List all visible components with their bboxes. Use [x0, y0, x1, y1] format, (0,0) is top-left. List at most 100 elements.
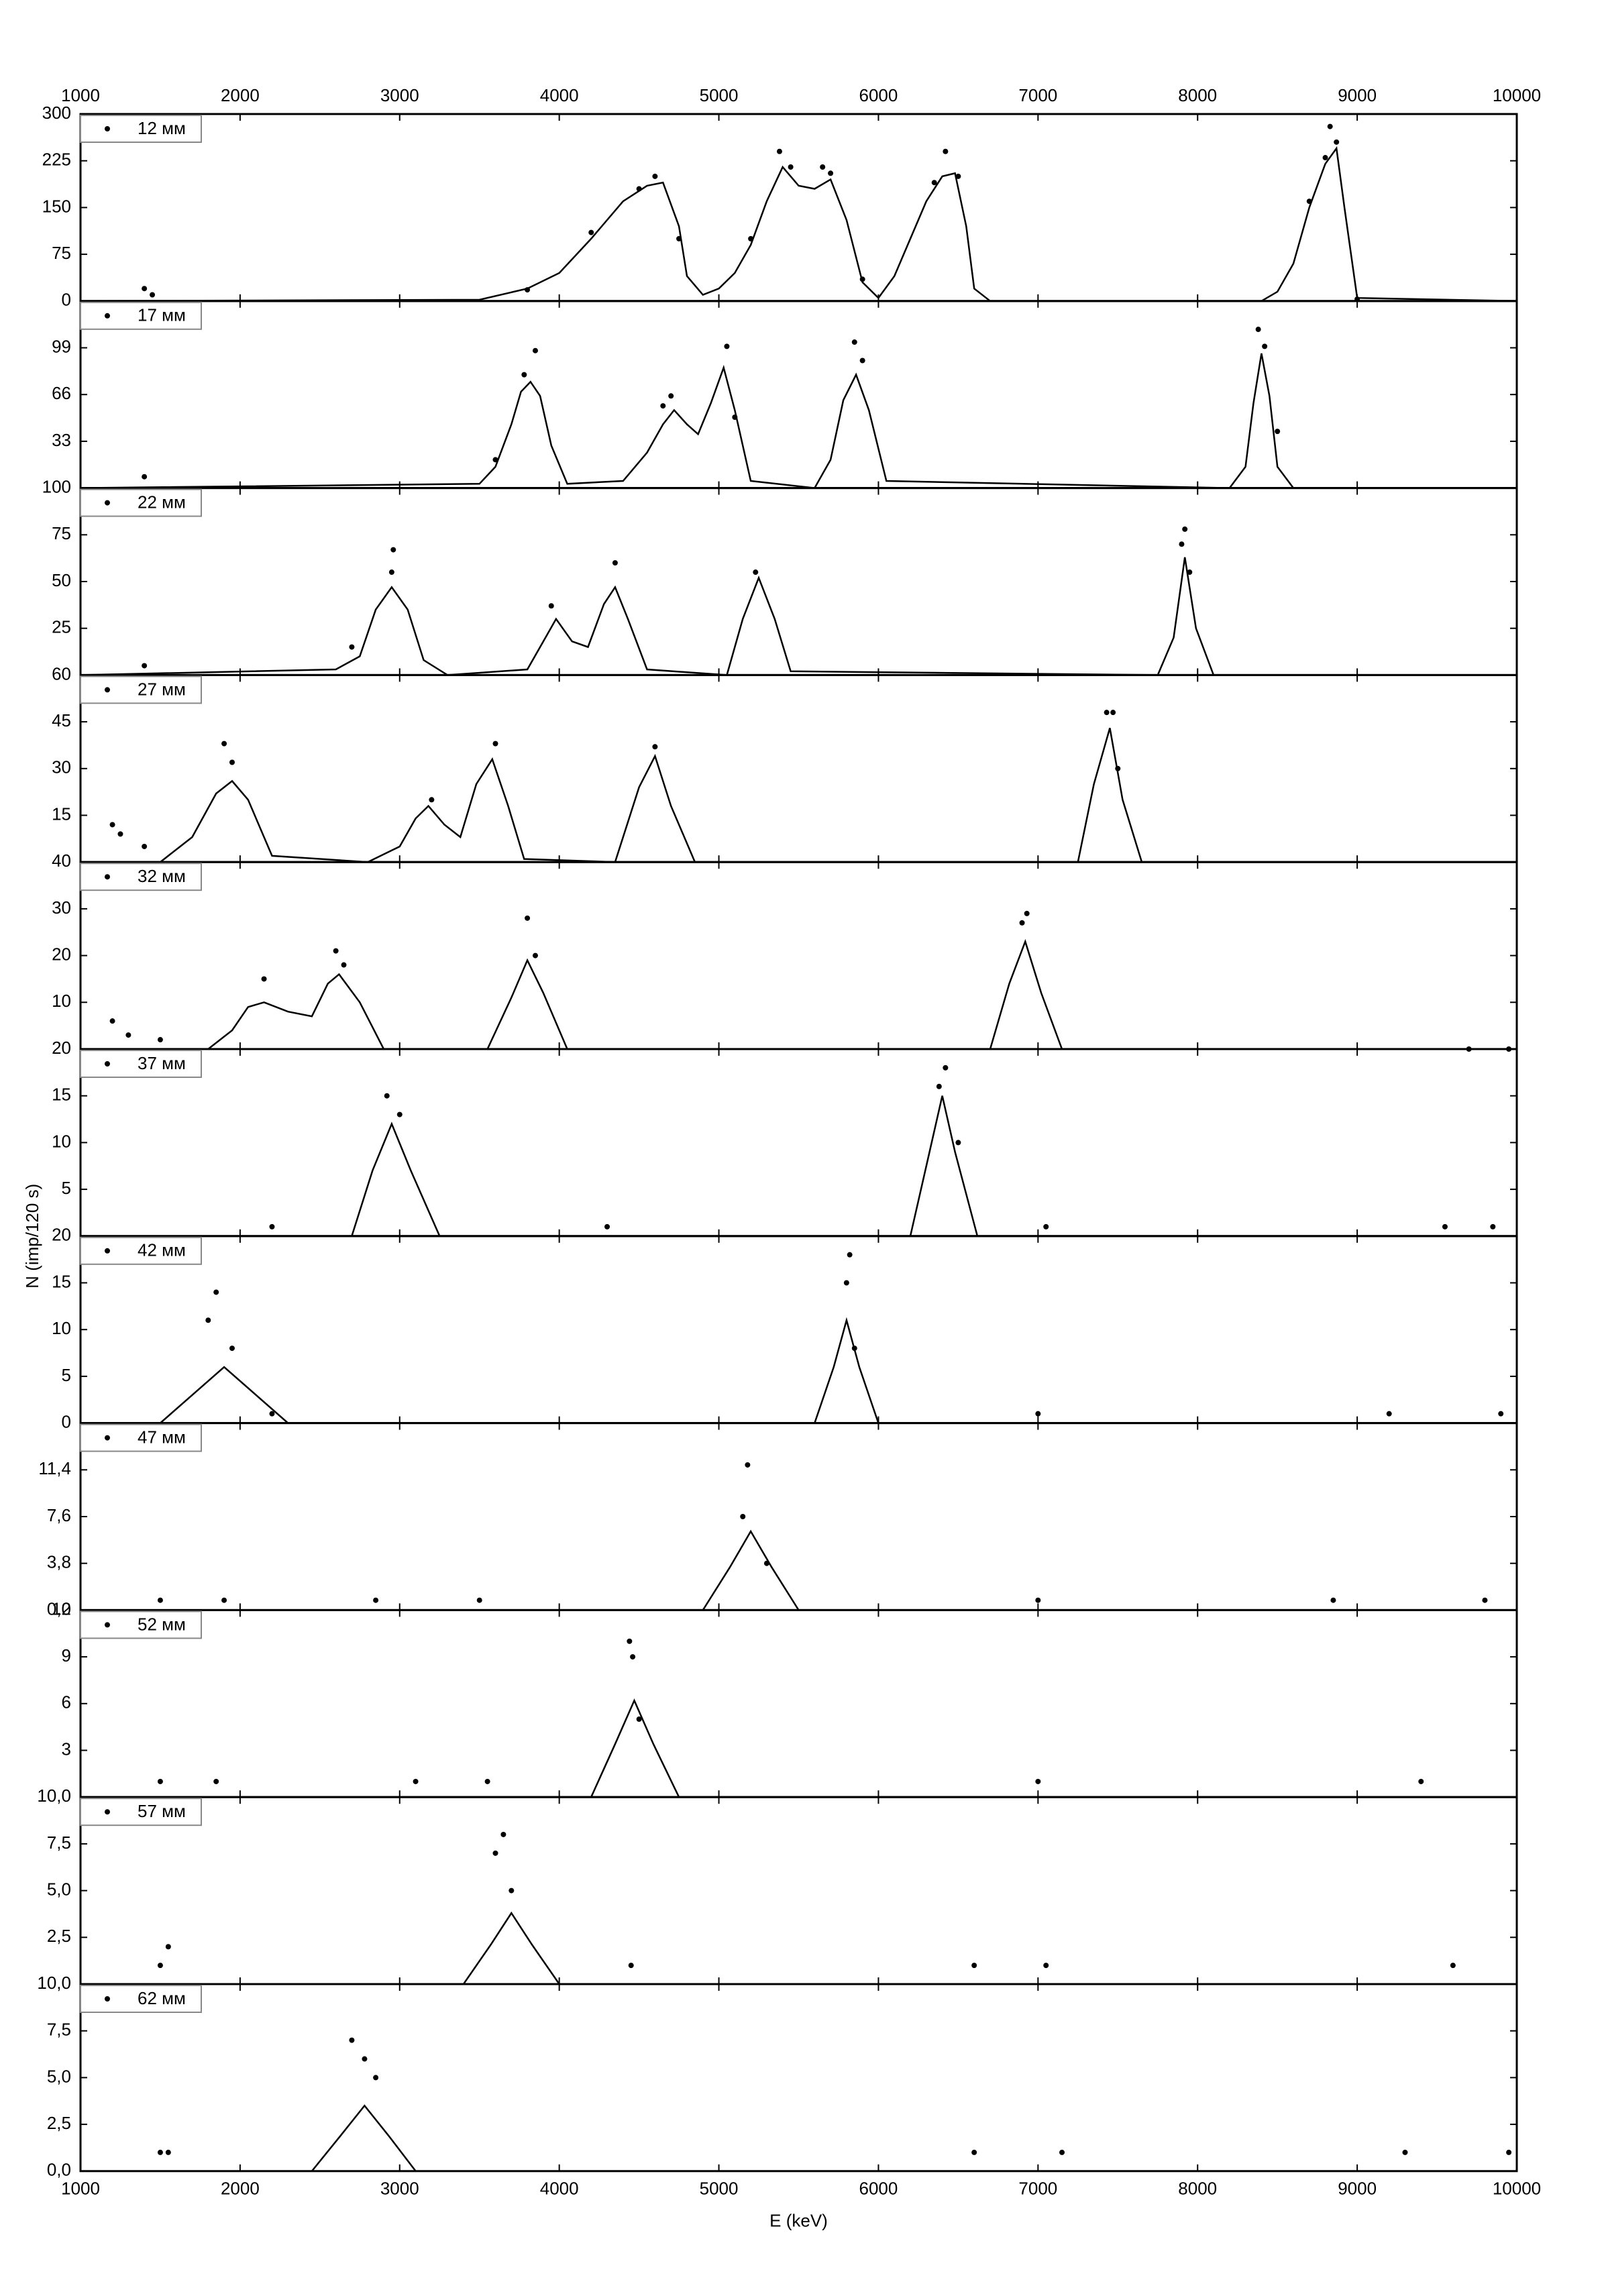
y-tick-label: 7,5 [47, 2020, 71, 2040]
data-point [157, 1597, 163, 1603]
data-point [205, 1317, 211, 1323]
x-tick-label: 7000 [1018, 2179, 1057, 2199]
data-point [157, 2149, 163, 2155]
data-point [532, 347, 538, 353]
data-point [492, 457, 498, 463]
data-point [362, 2056, 368, 2062]
data-point [1182, 526, 1188, 532]
data-point [1059, 2149, 1065, 2155]
data-point [548, 603, 554, 609]
legend-marker [105, 1996, 110, 2002]
y-tick-label: 10,0 [37, 1786, 71, 1806]
data-point [142, 286, 148, 292]
x-tick-label: 2000 [221, 2179, 260, 2199]
y-tick-label: 60 [52, 663, 71, 684]
y-tick-label: 10,0 [37, 1973, 71, 1993]
y-tick-label: 10 [52, 1318, 71, 1338]
data-point [748, 235, 754, 241]
data-point [732, 414, 738, 420]
y-tick-label: 15 [52, 1085, 71, 1105]
fit-line [81, 1529, 1517, 1611]
data-point [828, 170, 834, 176]
y-tick-label: 0,0 [47, 2160, 71, 2180]
data-point [117, 831, 123, 837]
data-point [955, 173, 961, 179]
plot-frame [79, 1983, 1518, 2173]
x-tick-label: 5000 [700, 2179, 739, 2199]
data-point [628, 1963, 634, 1969]
y-tick-label: 0,0 [47, 1598, 71, 1619]
data-point [859, 358, 865, 364]
y-tick-label: 7,5 [47, 1833, 71, 1853]
y-tick-label: 99 [52, 336, 71, 356]
y-tick-label: 9 [62, 1645, 71, 1665]
data-point [936, 1083, 942, 1089]
data-point [390, 547, 396, 553]
y-tick-label: 25 [52, 617, 71, 637]
data-point [753, 569, 759, 576]
x-tick-label: 1000 [61, 85, 100, 105]
y-tick-label: 2,5 [47, 2113, 71, 2133]
data-point [1498, 1411, 1504, 1417]
data-point [1386, 1411, 1392, 1417]
data-point [1115, 765, 1121, 771]
data-point [1035, 1778, 1041, 1784]
legend-box [80, 1798, 202, 1826]
y-tick-label: 12 [52, 1598, 71, 1619]
data-point [1024, 910, 1030, 916]
data-point [851, 1346, 857, 1352]
data-point [157, 1037, 163, 1043]
data-point [229, 759, 235, 765]
data-point [492, 741, 498, 747]
data-point [413, 1778, 419, 1784]
data-point [1306, 199, 1312, 205]
y-tick-label: 50 [52, 570, 71, 590]
x-tick-label: 6000 [859, 2179, 898, 2199]
data-point [1019, 920, 1025, 926]
fit-line [81, 1095, 1517, 1238]
data-point [1402, 2149, 1408, 2155]
data-point [776, 148, 782, 154]
legend-label: 17 мм [138, 305, 186, 325]
legend-label: 47 мм [138, 1427, 186, 1447]
data-point [724, 343, 730, 349]
data-point [943, 148, 949, 154]
legend-label: 42 мм [138, 1240, 186, 1260]
data-point [429, 797, 435, 803]
data-point [396, 1111, 403, 1117]
legend-marker [105, 1435, 110, 1441]
data-point [165, 1944, 171, 1950]
legend-box [80, 863, 202, 891]
data-point [660, 403, 666, 409]
data-point [109, 822, 115, 828]
data-point [213, 1289, 219, 1295]
data-point [612, 560, 618, 566]
data-point [1255, 327, 1261, 333]
data-point [221, 741, 227, 747]
data-point [636, 186, 642, 192]
data-point [142, 474, 148, 480]
legend-label: 52 мм [138, 1614, 186, 1634]
data-point [1327, 123, 1333, 129]
data-point [142, 843, 148, 849]
x-tick-label: 1000 [61, 2179, 100, 2199]
y-tick-label: 0 [62, 290, 71, 310]
y-tick-label: 11,4 [38, 1458, 71, 1478]
data-point [525, 287, 531, 293]
y-tick-label: 7,6 [47, 1505, 71, 1525]
data-point [157, 1963, 163, 1969]
data-point [652, 173, 658, 179]
data-point [150, 292, 156, 298]
x-tick-label: 8000 [1178, 85, 1217, 105]
data-point [1110, 710, 1116, 716]
x-tick-label: 9000 [1338, 2179, 1377, 2199]
data-point [229, 1346, 235, 1352]
data-point [1262, 343, 1268, 349]
x-tick-label: 4000 [540, 85, 579, 105]
legend-marker [105, 687, 110, 693]
data-point [525, 915, 531, 921]
data-point [971, 2149, 977, 2155]
y-tick-label: 10 [52, 1131, 71, 1151]
x-tick-label: 8000 [1178, 2179, 1217, 2199]
